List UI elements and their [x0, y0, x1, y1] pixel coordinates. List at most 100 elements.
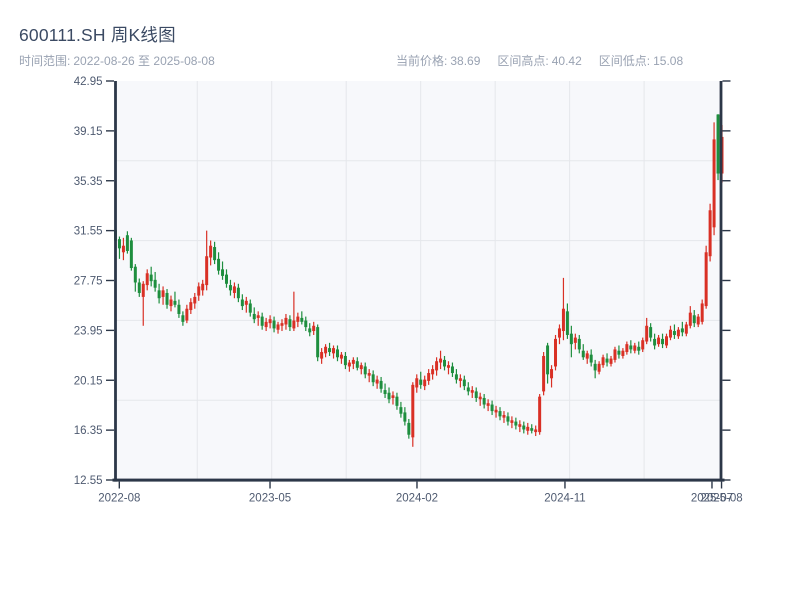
candle [383, 383, 387, 398]
candle [332, 345, 336, 359]
candle [601, 354, 605, 368]
candle [153, 271, 157, 292]
candle [446, 361, 450, 375]
candle [696, 313, 700, 328]
candle [300, 311, 304, 325]
x-tick-label: 2025-07 [691, 493, 733, 505]
candle [427, 369, 431, 385]
stat-range-high-value: 40.42 [551, 54, 582, 68]
candle [550, 365, 554, 388]
candle [125, 231, 129, 254]
candle [335, 345, 339, 362]
candle [605, 353, 609, 367]
plot-background [115, 81, 723, 482]
candle [458, 374, 462, 388]
candle [633, 342, 637, 354]
candle [561, 277, 565, 341]
candle [716, 114, 720, 181]
candle [502, 411, 506, 423]
time-range-value: 2022-08-26 至 2025-08-08 [73, 54, 215, 68]
candle [276, 321, 280, 334]
candle [367, 369, 371, 383]
candle [308, 323, 312, 337]
stats-bar: 当前价格: 38.69 区间高点: 40.42 区间低点: 15.08 [396, 52, 686, 69]
candle [236, 283, 240, 303]
candle [526, 422, 530, 435]
candle [546, 342, 550, 384]
candle [181, 311, 185, 326]
y-tick-label: 12.55 [74, 475, 103, 487]
candle [343, 352, 347, 370]
candle [637, 341, 641, 355]
candle [593, 359, 597, 379]
y-tick-label: 39.15 [74, 126, 103, 138]
candle [649, 323, 653, 342]
y-tick-label: 31.55 [74, 226, 103, 238]
candle [585, 350, 589, 364]
candle [328, 342, 332, 356]
time-range-label: 时间范围: 2022-08-26 至 2025-08-08 [19, 52, 218, 69]
x-tick-label: 2024-11 [544, 493, 585, 505]
candle [292, 291, 296, 332]
candle [431, 365, 435, 380]
candle [470, 386, 474, 398]
candle [391, 391, 395, 405]
candle [494, 405, 498, 418]
candle [149, 266, 153, 287]
candle [597, 361, 601, 375]
stat-range-low-label: 区间低点: [598, 54, 651, 68]
candle [145, 269, 149, 291]
axis-labels: 42.95 39.15 35.35 31.55 27.75 23.95 20.15 16.35… [74, 76, 743, 505]
candles [114, 114, 724, 447]
candle [665, 333, 669, 349]
candle [609, 355, 613, 367]
candle [514, 417, 518, 430]
candle [708, 203, 712, 262]
candle [359, 362, 363, 375]
candle [700, 299, 704, 325]
candle [672, 324, 676, 339]
candle [423, 375, 427, 391]
candle [248, 299, 252, 317]
candle [478, 392, 482, 406]
candle [177, 299, 181, 318]
candle [268, 315, 272, 329]
stat-range-high: 区间高点: 40.42 [497, 52, 584, 69]
candle [141, 281, 145, 326]
candle [193, 292, 197, 309]
candle [133, 264, 137, 292]
candle [375, 375, 379, 389]
candle [712, 122, 716, 236]
candle [657, 334, 661, 347]
candle [645, 317, 649, 345]
candle [415, 374, 419, 393]
candle [244, 296, 248, 313]
candle [462, 375, 466, 391]
candle [252, 307, 256, 324]
candle [169, 295, 173, 312]
candle [403, 407, 407, 426]
candle [625, 341, 629, 355]
x-tick-label: 2023-05 [249, 493, 291, 505]
candle [224, 269, 228, 288]
candle [379, 376, 383, 393]
candle [189, 298, 193, 314]
stat-range-low-value: 15.08 [653, 54, 684, 68]
candle [201, 279, 205, 296]
x-tick-label: 2024-02 [396, 493, 438, 505]
candle [680, 321, 684, 337]
candle [474, 387, 478, 402]
candle [518, 420, 522, 433]
candle [411, 382, 415, 447]
candle [129, 237, 133, 271]
candle [668, 325, 672, 341]
candle [137, 278, 141, 297]
candle [209, 240, 213, 266]
candle [117, 236, 121, 259]
candle [256, 311, 260, 326]
y-axis-right-spine [719, 81, 723, 482]
candle [530, 424, 534, 434]
candle [355, 357, 359, 371]
